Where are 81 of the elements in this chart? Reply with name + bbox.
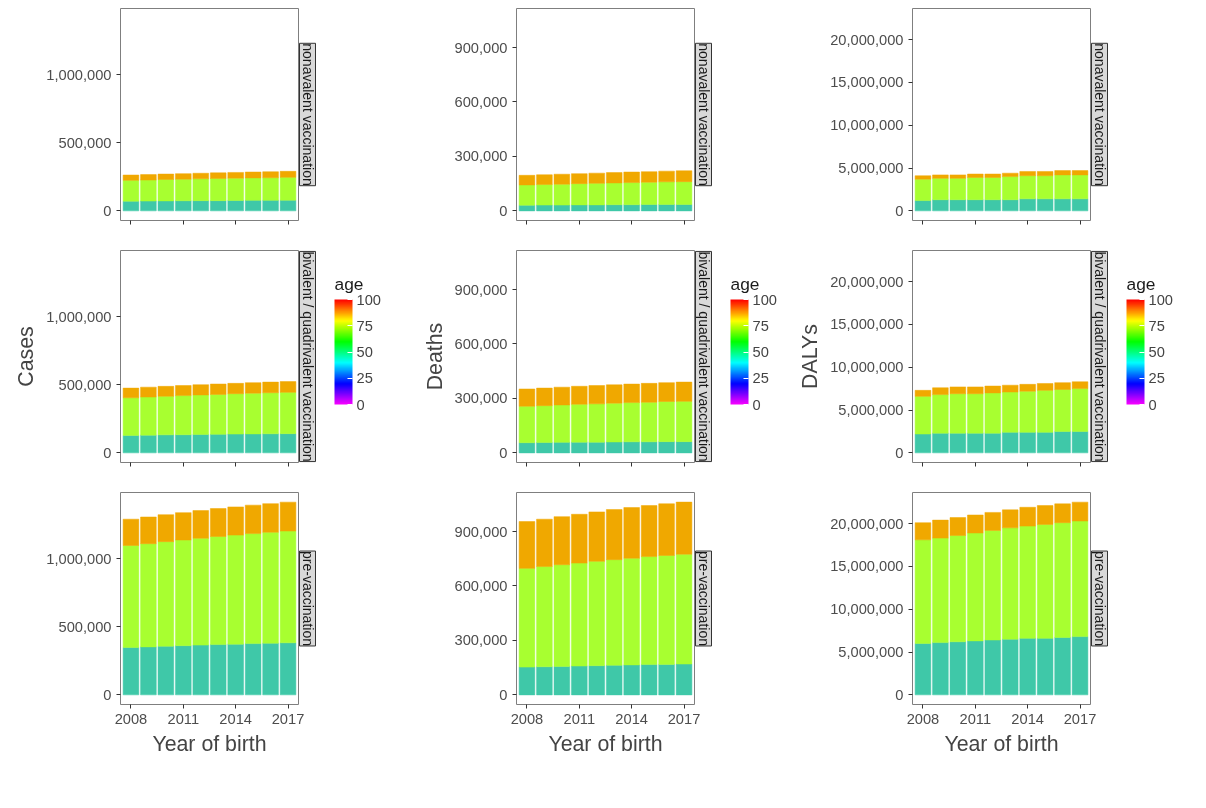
y-axis-title: Deaths (422, 322, 447, 391)
color-bar-label: 25 (356, 370, 373, 387)
y-tick-label: 500,000 (58, 134, 112, 151)
y-tick-label: 300,000 (454, 148, 508, 165)
x-tick-label: 2014 (615, 710, 648, 727)
y-tick-label: 500,000 (58, 618, 112, 635)
x-tick-label: 2014 (219, 710, 252, 727)
color-bar-title: age (334, 273, 364, 294)
text: nonavalent vaccination (299, 43, 316, 186)
y-tick-label: 10,000,000 (830, 601, 904, 618)
color-bar-label: 75 (356, 317, 373, 334)
y-tick-label: 0 (499, 202, 508, 219)
y-tick-label: 5,000,000 (838, 402, 904, 419)
y-tick-label: 1,000,000 (46, 66, 112, 83)
color-bar-label: 25 (1148, 370, 1165, 387)
x-tick-label: 2011 (563, 710, 596, 727)
color-bar-label: 0 (356, 396, 365, 413)
x-tick-label: 2017 (271, 710, 305, 727)
y-tick-label: 600,000 (454, 93, 508, 110)
color-bar-label: 75 (1148, 317, 1165, 334)
x-tick-label: 2008 (114, 710, 148, 727)
text: pre-vaccination (1091, 551, 1108, 646)
color-bar-label: 50 (356, 344, 373, 360)
x-tick-label: 2017 (667, 710, 701, 727)
text: bivalent / quadrivalent vaccination (299, 251, 316, 462)
y-tick-label: 15,000,000 (830, 74, 904, 91)
x-tick-label: 2017 (1063, 710, 1097, 727)
y-tick-label: 0 (499, 686, 508, 703)
text: nonavalent vaccination (695, 43, 712, 186)
text: pre-vaccination (695, 551, 712, 646)
y-tick-label: 0 (499, 444, 508, 461)
y-axis-title: Cases (14, 326, 39, 387)
y-tick-label: 900,000 (454, 281, 508, 298)
x-axis-title: Year of birth (548, 731, 663, 756)
y-tick-label: 10,000,000 (830, 359, 904, 376)
y-axis-title: DALYs (798, 324, 823, 389)
y-tick-label: 20,000,000 (830, 273, 904, 290)
y-tick-label: 900,000 (454, 523, 508, 540)
y-tick-label: 10,000,000 (830, 117, 904, 134)
color-bar-label: 50 (1148, 344, 1165, 360)
y-tick-label: 0 (895, 686, 904, 703)
y-tick-label: 5,000,000 (838, 644, 904, 661)
color-bar-title: age (730, 273, 760, 294)
x-tick-label: 2008 (906, 710, 940, 727)
x-axis-title: Year of birth (152, 731, 267, 756)
y-tick-label: 0 (895, 444, 904, 461)
color-bar-label: 75 (752, 317, 769, 334)
y-tick-label: 15,000,000 (830, 316, 904, 333)
y-tick-label: 15,000,000 (830, 558, 904, 575)
color-bar-title: age (1126, 273, 1156, 294)
y-tick-label: 20,000,000 (830, 515, 904, 532)
y-tick-label: 1,000,000 (46, 308, 112, 325)
y-tick-label: 600,000 (454, 577, 508, 594)
y-tick-label: 0 (895, 202, 904, 219)
y-tick-label: 0 (103, 202, 112, 219)
color-bar-label: 100 (1148, 291, 1173, 308)
y-tick-label: 600,000 (454, 335, 508, 352)
color-bar-label: 100 (356, 291, 381, 308)
color-bar-label: 50 (752, 344, 769, 360)
text: nonavalent vaccination (1091, 43, 1108, 186)
y-tick-label: 0 (103, 686, 112, 703)
color-bar-label: 0 (752, 396, 761, 413)
color-bar-label: 0 (1148, 396, 1157, 413)
x-tick-label: 2011 (959, 710, 992, 727)
y-tick-label: 500,000 (58, 376, 112, 393)
x-tick-label: 2008 (510, 710, 544, 727)
text: bivalent / quadrivalent vaccination (695, 251, 712, 462)
text: pre-vaccination (299, 551, 316, 646)
text: bivalent / quadrivalent vaccination (1091, 251, 1108, 462)
y-tick-label: 0 (103, 444, 112, 461)
y-tick-label: 900,000 (454, 39, 508, 56)
y-tick-label: 20,000,000 (830, 31, 904, 48)
y-tick-label: 1,000,000 (46, 550, 112, 567)
y-tick-label: 5,000,000 (838, 160, 904, 177)
color-bar-label: 25 (752, 370, 769, 387)
color-bar-label: 100 (752, 291, 777, 308)
x-axis-title: Year of birth (944, 731, 1059, 756)
x-tick-label: 2011 (167, 710, 200, 727)
y-tick-label: 300,000 (454, 632, 508, 649)
y-tick-label: 300,000 (454, 390, 508, 407)
x-tick-label: 2014 (1011, 710, 1044, 727)
